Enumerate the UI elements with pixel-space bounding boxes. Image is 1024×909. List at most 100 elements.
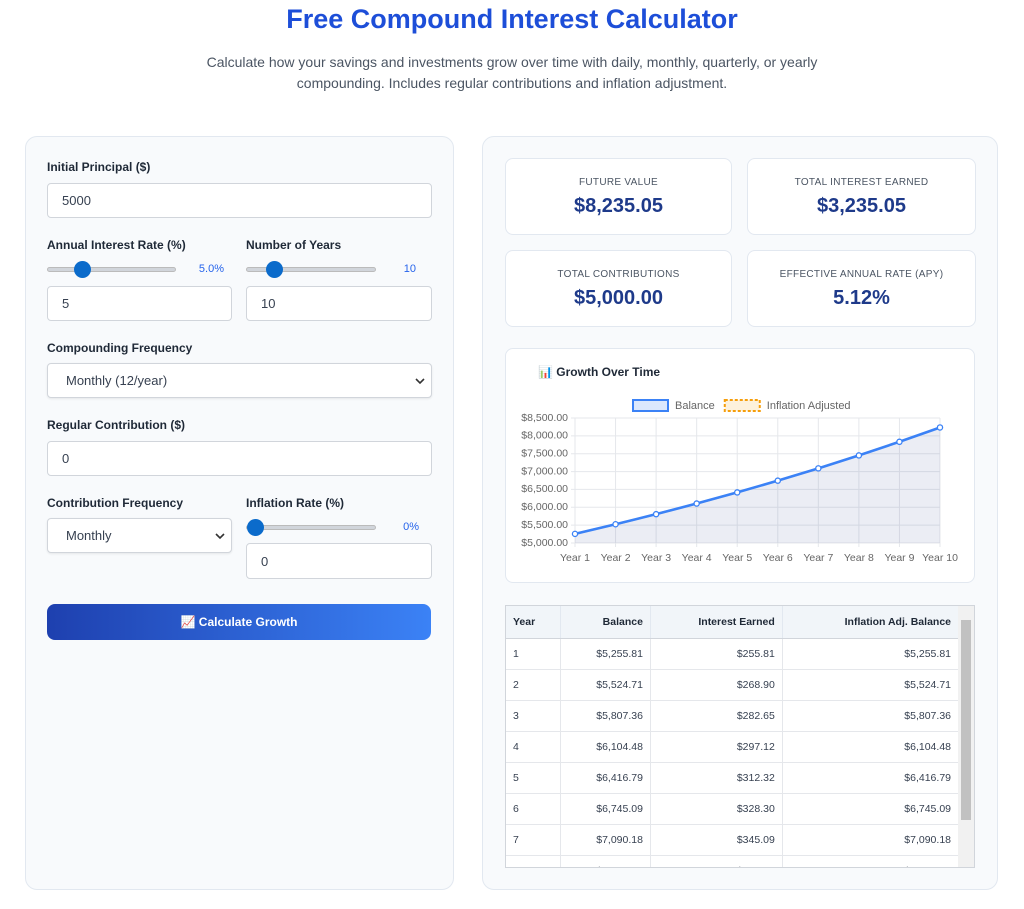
years-slider[interactable]: [246, 267, 376, 272]
x-tick-label: Year 4: [682, 552, 712, 564]
inflation-input[interactable]: 0: [246, 543, 432, 579]
stat-card: TOTAL CONTRIBUTIONS $5,000.00: [505, 250, 732, 327]
field-label: Compounding Frequency: [47, 341, 193, 355]
scrollbar[interactable]: [958, 606, 974, 867]
rate-input[interactable]: 5: [47, 286, 232, 321]
slider-value: 0%: [403, 521, 419, 533]
x-tick-label: Year 10: [922, 552, 958, 564]
table-cell: $5,255.81: [782, 638, 960, 670]
stat-label: TOTAL INTEREST EARNED: [794, 177, 929, 188]
rate-slider[interactable]: [47, 267, 176, 272]
legend-label: Balance: [675, 400, 715, 412]
table-cell: $5,524.71: [560, 669, 651, 701]
chart: 📊 Growth Over Time Year 1 Year 2 Year 3 Year…: [521, 365, 958, 564]
table-row: 8$7,452.93$362.75$7,452.93: [506, 855, 960, 867]
table-cell: 3: [506, 700, 562, 732]
stat-card: EFFECTIVE ANNUAL RATE (APY) 5.12%: [747, 250, 976, 327]
data-point: [612, 521, 619, 528]
scrollbar-thumb[interactable]: [961, 620, 971, 820]
stat-card: TOTAL INTEREST EARNED $3,235.05: [747, 158, 976, 235]
calculate-button[interactable]: 📈 Calculate Growth: [47, 604, 431, 640]
select-value: Monthly (12/year): [66, 373, 168, 388]
x-tick-label: Year 6: [763, 552, 793, 564]
table-cell: 2: [506, 669, 562, 701]
inflation-slider[interactable]: [246, 525, 376, 530]
y-tick-label: $6,000.00: [521, 501, 568, 513]
y-tick-label: $5,000.00: [521, 537, 568, 549]
chart-title: 📊 Growth Over Time: [538, 365, 660, 379]
table-cell: 8: [506, 855, 562, 867]
table-row: 5 $6,416.79 $312.32 $6,416.79: [506, 762, 960, 794]
table-cell: $5,807.36: [560, 700, 651, 732]
table-cell: $282.65: [650, 700, 783, 732]
table-cell: $5,807.36: [782, 700, 960, 732]
column-header: Inflation Adj. Balance: [782, 606, 960, 639]
field-label: Initial Principal ($): [47, 160, 151, 174]
data-point: [815, 465, 822, 472]
table-cell: $312.32: [650, 762, 783, 794]
stat-value: $5,000.00: [574, 287, 663, 309]
table-cell: $6,416.79: [560, 762, 651, 794]
data-point: [733, 489, 741, 496]
stat-value: $8,235.05: [574, 195, 663, 217]
slider-thumb[interactable]: [266, 261, 283, 278]
table-cell: $255.81: [650, 638, 783, 670]
years-input[interactable]: 10: [246, 286, 432, 321]
y-tick-label: $8,500.00: [521, 412, 568, 424]
data-point: [774, 477, 782, 484]
chevron: [415, 377, 425, 384]
chart-card: [505, 348, 975, 583]
data-point: [693, 500, 700, 507]
y-tick-label: $5,500.00: [521, 519, 568, 531]
contribution-input[interactable]: 0: [47, 441, 432, 476]
table-cell: $6,104.48: [782, 731, 960, 763]
table-cell: $6,104.48: [560, 731, 651, 763]
table-cell: $7,090.18: [560, 824, 651, 856]
slider-value: 10: [403, 263, 416, 275]
x-tick-label: Year 8: [844, 552, 874, 564]
table-cell: $7,452.93: [782, 855, 960, 867]
page-subtitle: Calculate how your savings and investmen…: [206, 54, 818, 91]
legend-label: Inflation Adjusted: [767, 400, 851, 412]
x-tick-label: Year 2: [601, 552, 631, 564]
column-header: Balance: [560, 606, 651, 639]
page-title: Free Compound Interest Calculator: [286, 4, 738, 34]
table-row: 3 $5,807.36 $282.65 $5,807.36: [506, 700, 960, 732]
data-point: [652, 510, 660, 518]
field-label: Regular Contribution ($): [47, 418, 185, 432]
series-line: [574, 426, 941, 536]
y-tick-label: $7,500.00: [521, 447, 568, 459]
y-tick-label: $6,500.00: [521, 483, 568, 495]
table-cell: $5,255.81: [560, 638, 651, 670]
area-fill: [575, 427, 940, 543]
principal-input[interactable]: 5000: [47, 183, 432, 218]
stat-label: EFFECTIVE ANNUAL RATE (APY): [779, 269, 944, 280]
slider-thumb[interactable]: [247, 519, 264, 536]
slider-thumb[interactable]: [74, 261, 91, 278]
contribution-frequency-select[interactable]: Monthly: [47, 518, 232, 553]
table-cell: $268.90: [650, 669, 783, 701]
stat-label: FUTURE VALUE: [579, 177, 658, 188]
stat-value: $3,235.05: [817, 195, 906, 217]
stat-label: TOTAL CONTRIBUTIONS: [557, 269, 680, 280]
table-cell: 5: [506, 762, 562, 794]
table-cell: $5,524.71: [782, 669, 960, 701]
table-cell: $328.30: [650, 793, 783, 825]
chevron: [215, 532, 225, 539]
table-row: 6 $6,745.09 $328.30 $6,745.09: [506, 793, 960, 825]
table-cell: $7,452.93: [560, 855, 651, 867]
field-label: Contribution Frequency: [47, 496, 183, 510]
stat-value: 5.12%: [833, 287, 890, 309]
table-cell: $345.09: [650, 824, 783, 856]
table-row: 1 $5,255.81 $255.81 $5,255.81: [506, 638, 960, 670]
field-label: Annual Interest Rate (%): [47, 238, 186, 252]
data-point: [571, 530, 579, 538]
data-point: [936, 424, 944, 431]
header-row: Year Balance Interest Earned Inflation Adj.…: [506, 606, 960, 639]
table-cell: $6,416.79: [782, 762, 960, 794]
compounding-select[interactable]: Monthly (12/year): [47, 363, 432, 398]
table-cell: $6,745.09: [782, 793, 960, 825]
table-row: 4 $6,104.48 $297.12 $6,104.48: [506, 731, 960, 763]
x-tick-label: Year 5: [722, 552, 752, 564]
